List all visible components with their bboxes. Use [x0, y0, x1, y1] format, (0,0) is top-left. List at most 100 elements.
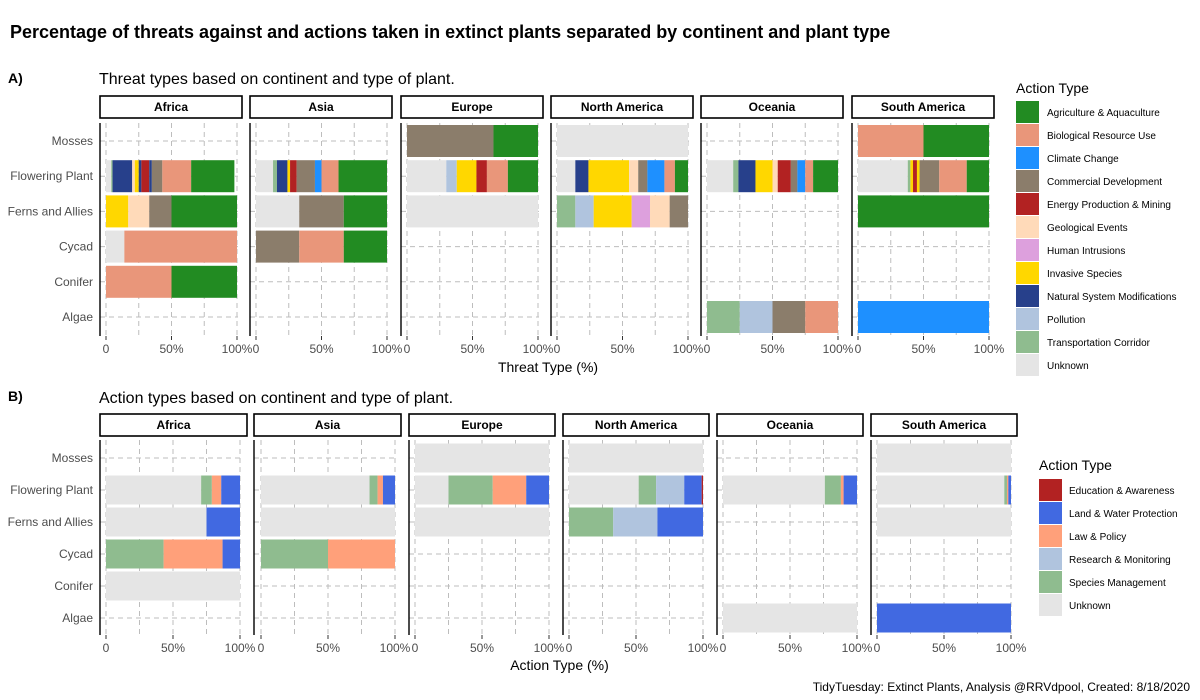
x-tick-label: 0 [554, 342, 561, 356]
panel-tag: B) [8, 388, 23, 404]
facet-strip [562, 413, 710, 437]
facet-label: South America [881, 100, 966, 114]
bar-segment [222, 539, 240, 569]
facet-label: North America [581, 100, 664, 114]
bar-segment [407, 195, 538, 228]
bar-segment [314, 160, 322, 193]
x-tick-label: 0 [253, 342, 260, 356]
x-tick-label: 100% [372, 342, 403, 356]
bar-segment [138, 160, 142, 193]
bar-segment [813, 160, 838, 193]
bar-segment [201, 475, 212, 505]
legend-label: Climate Change [1047, 154, 1119, 165]
y-tick-label: Ferns and Allies [8, 204, 93, 218]
x-tick-label: 100% [974, 342, 1005, 356]
bar-segment [877, 475, 1005, 505]
bar-segment [507, 160, 538, 193]
bar-segment [256, 230, 300, 263]
chart-subtitle: Action types based on continent and type… [99, 390, 453, 407]
x-tick-label: 50% [932, 641, 956, 655]
facet-label: Oceania [767, 418, 814, 432]
bar-segment [106, 195, 129, 228]
bar-segment [790, 160, 798, 193]
bar-segment [476, 160, 487, 193]
x-tick-label: 0 [404, 342, 411, 356]
facet-strip [700, 95, 844, 119]
bar-segment [569, 475, 639, 505]
y-tick-label: Flowering Plant [10, 483, 93, 497]
bar-segment [369, 475, 378, 505]
bar-segment [593, 195, 632, 228]
bar-segment [486, 160, 508, 193]
bar-segment [588, 160, 630, 193]
legend-swatch [1016, 124, 1039, 146]
bar-segment [858, 301, 989, 333]
legend-swatch [1016, 147, 1039, 169]
legend-swatch [1016, 262, 1039, 284]
bar-segment [629, 160, 639, 193]
facet-strip [249, 95, 393, 119]
bar-segment [299, 195, 344, 228]
bar-segment [456, 160, 477, 193]
legend-swatch [1039, 594, 1062, 616]
bar-segment [1008, 475, 1011, 505]
x-tick-label: 0 [704, 342, 711, 356]
bar-segment [290, 160, 297, 193]
x-tick-label: 0 [566, 641, 573, 655]
x-tick-label: 50% [778, 641, 802, 655]
legend-swatch [1016, 285, 1039, 307]
bar-segment [106, 507, 207, 537]
bar-segment [916, 160, 920, 193]
x-tick-label: 100% [222, 342, 253, 356]
x-axis-title: Threat Type (%) [498, 359, 598, 375]
bar-segment [638, 475, 657, 505]
legend-swatch [1039, 548, 1062, 570]
bar-segment [321, 160, 339, 193]
y-tick-label: Mosses [52, 134, 93, 148]
legend-swatch [1016, 239, 1039, 261]
bar-segment [276, 160, 288, 193]
legend-label: Unknown [1047, 361, 1089, 372]
facet-label: North America [595, 418, 678, 432]
x-tick-label: 50% [309, 342, 333, 356]
legend-label: Commercial Development [1047, 177, 1162, 188]
bar-segment [106, 160, 112, 193]
x-tick-label: 100% [380, 641, 411, 655]
facet-label: Europe [451, 100, 493, 114]
facet-strip [851, 95, 995, 119]
x-tick-label: 100% [842, 641, 873, 655]
x-tick-label: 0 [874, 641, 881, 655]
bar-segment [824, 475, 841, 505]
legend-title: Action Type [1039, 457, 1112, 473]
facet-strip [253, 413, 402, 437]
bar-segment [840, 475, 844, 505]
legend-label: Species Management [1069, 578, 1166, 589]
bar-segment [256, 160, 274, 193]
bar-segment [913, 160, 917, 193]
bar-segment [287, 160, 291, 193]
x-tick-label: 100% [996, 641, 1027, 655]
bar-segment [910, 160, 914, 193]
bar-segment [211, 475, 222, 505]
legend-swatch [1016, 170, 1039, 192]
bar-segment [128, 195, 150, 228]
y-tick-label: Ferns and Allies [8, 515, 93, 529]
x-tick-label: 50% [161, 641, 185, 655]
legend-label: Invasive Species [1047, 269, 1122, 280]
bar-segment [124, 230, 237, 263]
bar-segment [493, 125, 538, 157]
bar-segment [613, 507, 658, 537]
bar-segment [106, 230, 125, 263]
facet-label: Africa [154, 100, 188, 114]
bar-segment [664, 160, 675, 193]
bar-segment [669, 195, 688, 228]
bar-segment [171, 265, 237, 298]
bar-segment [132, 160, 135, 193]
bar-segment [733, 160, 739, 193]
bar-segment [415, 443, 549, 473]
bar-segment [1006, 475, 1009, 505]
bar-segment [772, 160, 778, 193]
y-tick-label: Cycad [59, 547, 93, 561]
legend-label: Energy Production & Mining [1047, 200, 1171, 211]
bar-segment [343, 230, 387, 263]
